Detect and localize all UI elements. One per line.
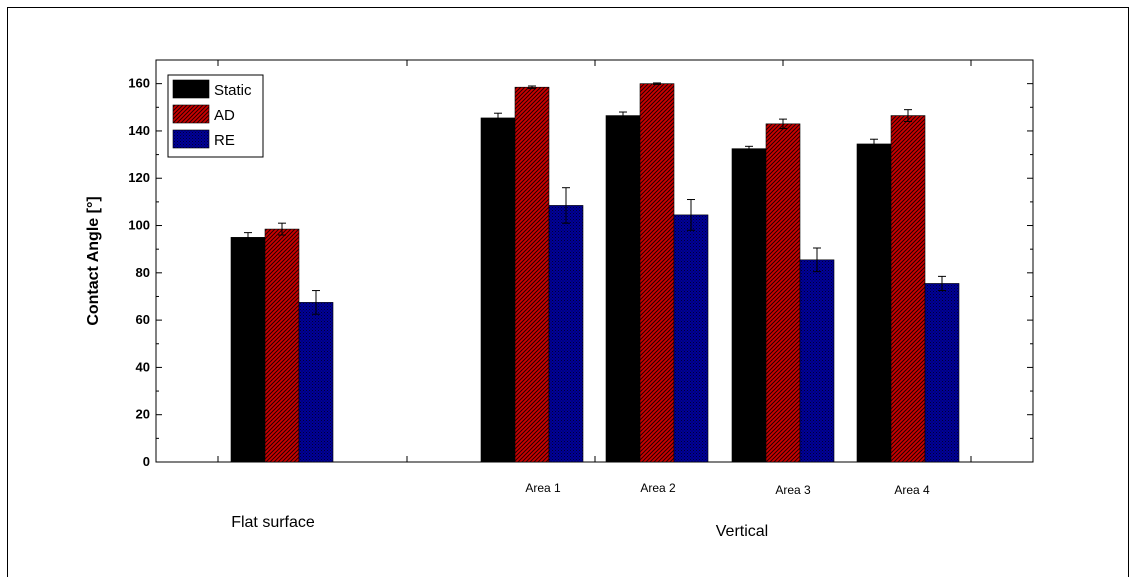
x-category-label: Area 2 — [640, 481, 676, 495]
y-tick-label: 40 — [136, 359, 150, 374]
x-group-label: Vertical — [716, 523, 768, 540]
legend-swatch-re — [172, 129, 210, 149]
bar-static — [856, 143, 892, 463]
y-tick-label: 100 — [128, 218, 150, 233]
figure-frame — [7, 7, 1129, 577]
bar-ad — [639, 83, 675, 463]
y-tick-label: 160 — [128, 76, 150, 91]
legend-swatch-static — [172, 79, 210, 99]
legend-label-ad: AD — [214, 107, 235, 124]
bar-ad — [514, 86, 550, 463]
bar-static — [731, 148, 767, 463]
legend-swatch-ad — [172, 104, 210, 124]
y-tick-label: 140 — [128, 123, 150, 138]
bar-ad — [890, 115, 926, 463]
legend-label-re: RE — [214, 132, 235, 149]
bar-re — [673, 214, 709, 463]
bar-static — [480, 117, 516, 463]
bar-ad — [765, 123, 801, 463]
y-tick-label: 20 — [136, 407, 150, 422]
x-category-label: Area 3 — [775, 483, 811, 497]
bar-ad — [264, 228, 300, 463]
x-group-label: Flat surface — [231, 514, 315, 531]
y-tick-label: 0 — [143, 454, 150, 469]
bar-re — [298, 302, 334, 463]
y-tick-label: 60 — [136, 312, 150, 327]
bar-re — [799, 259, 835, 463]
x-category-label: Area 1 — [525, 481, 561, 495]
bar-re — [548, 205, 584, 463]
y-tick-label: 120 — [128, 170, 150, 185]
legend-label-static: Static — [214, 82, 252, 99]
y-tick-label: 80 — [136, 265, 150, 280]
x-category-label: Area 4 — [894, 483, 930, 497]
legend: Static AD RE — [167, 74, 264, 158]
y-axis-title: Contact Angle [°] — [85, 196, 102, 325]
bar-static — [605, 115, 641, 463]
bar-re — [924, 283, 960, 463]
bar-static — [230, 237, 266, 463]
